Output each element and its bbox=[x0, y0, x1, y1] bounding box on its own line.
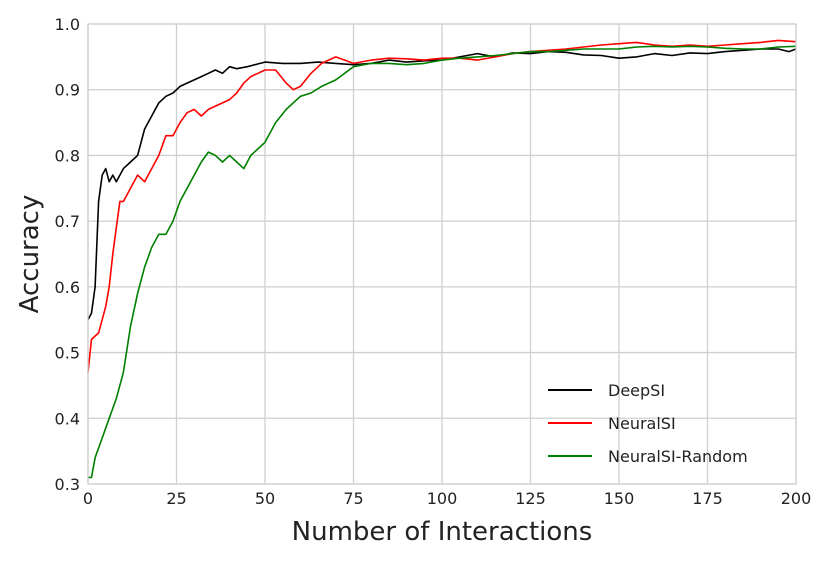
x-tick-label: 50 bbox=[255, 489, 275, 508]
y-tick-label: 0.9 bbox=[55, 81, 80, 100]
series-line-deepsi bbox=[87, 48, 797, 321]
y-tick-label: 0.7 bbox=[55, 212, 80, 231]
y-tick-labels: 0.3 0.4 0.5 0.6 0.7 0.8 0.9 1.0 bbox=[55, 15, 80, 494]
legend-label: NeuralSI bbox=[608, 414, 676, 433]
y-tick-label: 0.3 bbox=[55, 475, 80, 494]
y-tick-label: 1.0 bbox=[55, 15, 80, 34]
y-tick-label: 0.4 bbox=[55, 409, 80, 428]
x-tick-label: 125 bbox=[515, 489, 546, 508]
y-tick-label: 0.5 bbox=[55, 344, 80, 363]
x-tick-label: 175 bbox=[692, 489, 723, 508]
legend-label: DeepSI bbox=[608, 381, 665, 400]
y-tick-label: 0.6 bbox=[55, 278, 80, 297]
y-tick-label: 0.8 bbox=[55, 146, 80, 165]
x-tick-label: 0 bbox=[83, 489, 93, 508]
legend-label: NeuralSI-Random bbox=[608, 447, 748, 466]
series-lines bbox=[87, 39, 797, 479]
x-tick-label: 150 bbox=[604, 489, 635, 508]
x-tick-label: 25 bbox=[166, 489, 186, 508]
x-tick-label: 200 bbox=[781, 489, 812, 508]
x-tick-labels: 0 25 50 75 100 125 150 175 200 bbox=[83, 489, 811, 508]
series-line-neuralsi bbox=[87, 39, 797, 373]
plot-frame bbox=[87, 23, 797, 485]
grid bbox=[87, 23, 797, 485]
legend: DeepSI NeuralSI NeuralSI-Random bbox=[548, 381, 748, 466]
y-axis-title: Accuracy bbox=[15, 195, 45, 314]
x-tick-label: 75 bbox=[343, 489, 363, 508]
series-line-neuralsi-random bbox=[88, 45, 797, 479]
x-tick-label: 100 bbox=[427, 489, 458, 508]
x-axis-title: Number of Interactions bbox=[292, 517, 593, 547]
